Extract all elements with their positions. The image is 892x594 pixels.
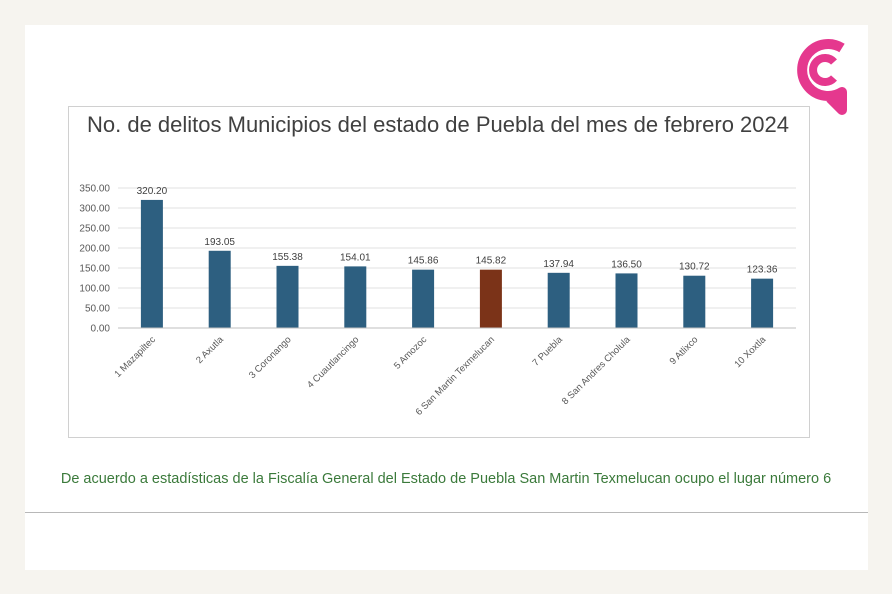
data-label: 145.82 [476,256,507,267]
y-tick-label: 350.00 [79,184,110,195]
bar [276,265,299,328]
data-label: 136.50 [611,259,642,270]
x-tick-label: 3 Coronango [247,334,294,381]
bar [547,272,570,328]
speech-bubble-c-logo-icon [797,39,847,115]
caption-text: De acuerdo a estadísticas de la Fiscalía… [60,471,832,487]
chart-frame [68,106,810,438]
data-label: 137.94 [543,259,574,270]
data-label: 145.86 [408,256,439,267]
x-tick-label: 8 San Andres Cholula [560,334,633,407]
x-tick-label: 2 Axutla [194,334,226,366]
y-tick-label: 100.00 [79,284,110,295]
x-tick-label: 6 San Martin Texmelucan [414,334,497,417]
y-tick-label: 150.00 [79,264,110,275]
data-label: 130.72 [679,262,710,273]
bar [683,275,706,328]
bar [208,250,231,328]
bar [140,199,163,328]
data-label: 154.01 [340,252,371,263]
bar [751,278,774,328]
x-tick-label: 1 Mazapiltec [113,334,159,380]
y-tick-label: 200.00 [79,244,110,255]
bar [344,266,367,328]
data-label: 193.05 [204,237,235,248]
x-tick-label: 5 Amozoc [392,334,429,371]
y-tick-label: 50.00 [85,304,110,315]
data-label: 155.38 [272,252,303,263]
x-tick-label: 4 Cuautlancingo [305,334,361,390]
data-label: 320.20 [137,186,168,197]
y-tick-label: 250.00 [79,224,110,235]
bar [479,269,502,328]
x-tick-label: 7 Puebla [531,334,566,369]
x-tick-label: 9 Atlixco [668,334,701,367]
data-label: 123.36 [747,265,778,276]
chart-title: No. de delitos Municipios del estado de … [86,112,789,137]
y-tick-label: 300.00 [79,204,110,215]
bar-chart: 0.00 50.00 100.00 150.00 200.00 250.00 300.00 3… [79,184,796,418]
bar [412,269,435,328]
x-tick-label: 10 Xoxtla [732,334,768,370]
divider [25,512,868,513]
y-tick-label: 0.00 [91,324,111,335]
bar [615,273,638,328]
